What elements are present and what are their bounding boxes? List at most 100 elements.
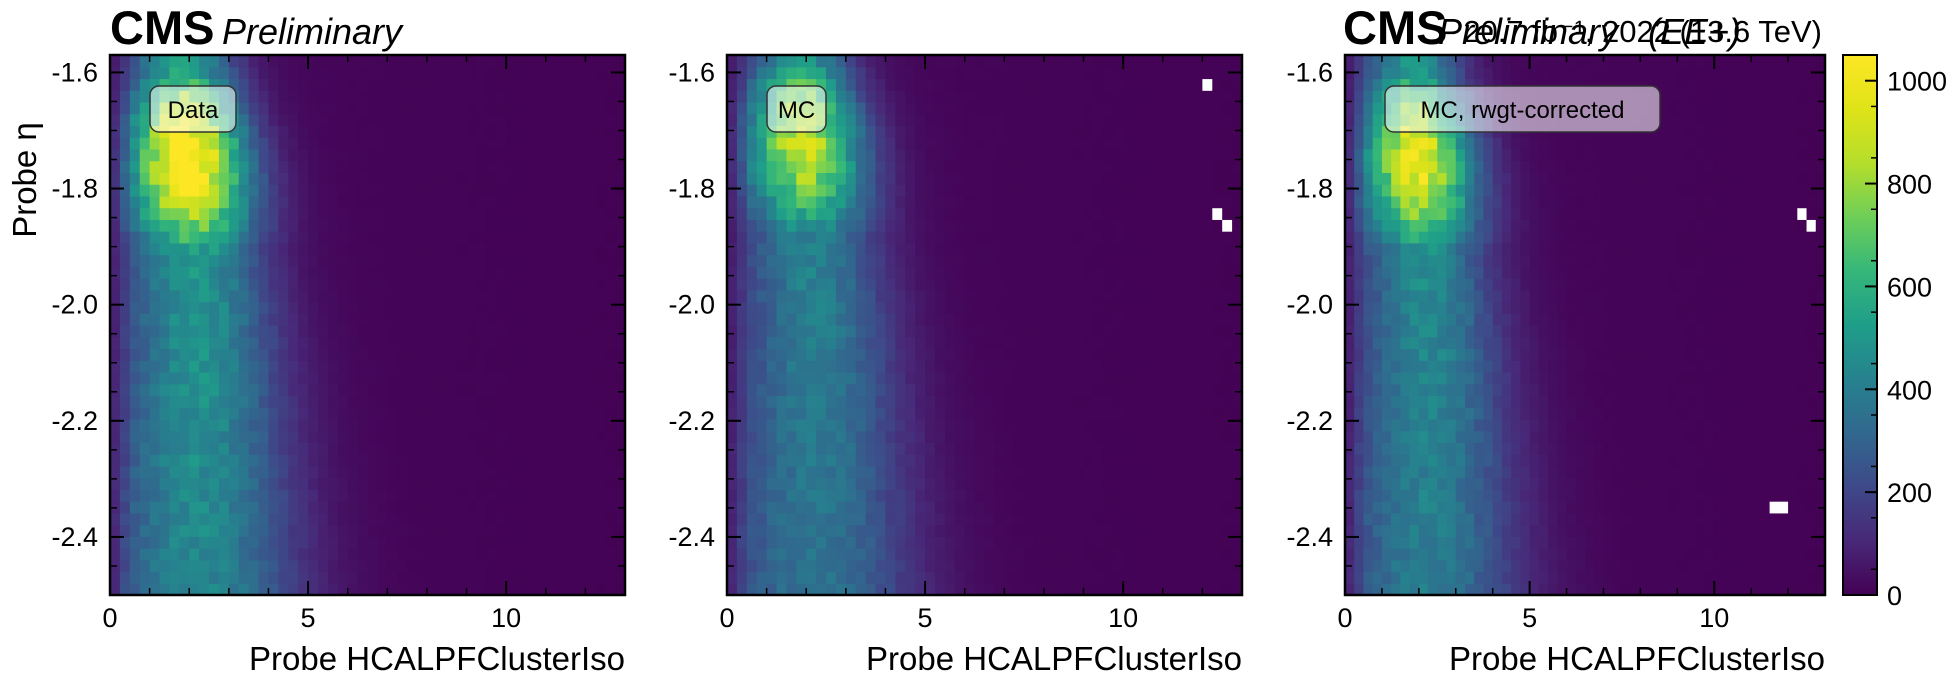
heatmap-cell xyxy=(1345,336,1355,350)
heatmap-cell xyxy=(816,430,827,443)
heatmap-cell xyxy=(466,289,478,303)
y-tick-label: -2.0 xyxy=(668,290,715,320)
heatmap-cell xyxy=(974,231,986,244)
heatmap-cell xyxy=(317,536,329,549)
heatmap-cell xyxy=(1043,360,1055,373)
heatmap-cell xyxy=(905,231,916,244)
heatmap-cell xyxy=(506,55,517,68)
heatmap-cell xyxy=(268,313,279,326)
heatmap-cell xyxy=(347,207,359,220)
heatmap-cell xyxy=(1113,583,1124,596)
heatmap-cell xyxy=(565,336,577,350)
heatmap-cell xyxy=(1172,501,1184,514)
heatmap-cell xyxy=(337,559,349,573)
heatmap-cell xyxy=(915,477,926,490)
heatmap-cell xyxy=(1192,454,1203,467)
heatmap-cell xyxy=(298,172,309,185)
heatmap-cell xyxy=(575,289,586,303)
heatmap-cell xyxy=(736,66,748,80)
x-tick-label: 0 xyxy=(102,603,117,633)
heatmap-cell xyxy=(1024,536,1035,549)
heatmap-cell xyxy=(796,231,807,244)
heatmap-cell xyxy=(337,512,349,526)
heatmap-cell xyxy=(934,559,946,573)
heatmap-cell xyxy=(1113,548,1124,561)
heatmap-cell xyxy=(1123,442,1134,455)
heatmap-cell xyxy=(516,407,527,420)
heatmap-cell xyxy=(555,325,567,338)
heatmap-cell xyxy=(1133,571,1144,584)
heatmap-cell xyxy=(218,313,230,326)
heatmap-cell xyxy=(516,195,527,209)
heatmap-cell xyxy=(885,583,896,596)
heatmap-cell xyxy=(466,254,478,267)
heatmap-cell xyxy=(826,430,837,443)
heatmap-cell xyxy=(1172,207,1184,220)
heatmap-cell xyxy=(944,512,956,526)
heatmap-cell xyxy=(954,454,966,467)
heatmap-cell xyxy=(1103,348,1114,361)
heatmap-cell xyxy=(1182,454,1194,467)
heatmap-cell xyxy=(964,477,976,490)
heatmap-cell xyxy=(944,571,956,584)
heatmap-cell xyxy=(1182,548,1194,561)
heatmap-cell xyxy=(905,90,916,103)
heatmap-cell xyxy=(466,125,478,138)
heatmap-cell xyxy=(298,536,309,549)
heatmap-cell xyxy=(466,524,478,537)
heatmap-cell xyxy=(110,231,121,244)
heatmap-cell xyxy=(525,360,537,373)
heatmap-cell xyxy=(327,137,339,150)
heatmap-cell xyxy=(1202,160,1213,173)
heatmap-cell xyxy=(816,454,827,467)
heatmap-cell xyxy=(1232,571,1243,584)
heatmap-cell xyxy=(407,465,418,479)
heatmap-cell xyxy=(317,90,329,103)
heatmap-cell xyxy=(545,325,557,338)
heatmap-cell xyxy=(915,583,926,596)
heatmap-cell xyxy=(1162,348,1174,361)
heatmap-cell xyxy=(915,501,926,514)
heatmap-cell xyxy=(1073,289,1085,303)
heatmap-cell xyxy=(525,289,537,303)
heatmap-cell xyxy=(436,113,448,127)
heatmap-cell xyxy=(317,383,329,397)
heatmap-cell xyxy=(337,242,349,256)
heatmap-cell xyxy=(149,137,161,150)
heatmap-cell xyxy=(954,418,966,432)
heatmap-cell xyxy=(535,325,547,338)
heatmap-cell xyxy=(308,289,319,303)
heatmap-cell xyxy=(466,172,478,185)
heatmap-cell xyxy=(308,125,319,138)
heatmap-cell xyxy=(149,454,161,467)
heatmap-cell xyxy=(506,489,517,502)
heatmap-cell xyxy=(417,454,428,467)
heatmap-cell xyxy=(925,583,936,596)
heatmap-cell xyxy=(944,137,956,150)
heatmap-cell xyxy=(218,219,230,232)
x-axis-title: Probe HCALPFClusterIso xyxy=(249,640,625,677)
heatmap-cell xyxy=(915,242,926,256)
heatmap-cell xyxy=(1034,90,1045,103)
heatmap-cell xyxy=(954,242,966,256)
heatmap-cell xyxy=(934,430,946,443)
heatmap-cell xyxy=(139,395,151,408)
heatmap-cell xyxy=(238,66,250,80)
heatmap-cell xyxy=(426,125,438,138)
heatmap-cell xyxy=(806,195,817,209)
heatmap-cell xyxy=(895,219,906,232)
heatmap-cell xyxy=(826,278,837,291)
heatmap-cell xyxy=(835,278,847,291)
heatmap-cell xyxy=(298,219,309,232)
heatmap-cell xyxy=(615,78,626,91)
heatmap-cell xyxy=(796,313,807,326)
heatmap-cell xyxy=(298,383,309,397)
heatmap-cell xyxy=(615,383,626,397)
heatmap-cell xyxy=(585,336,596,350)
heatmap-cell xyxy=(816,383,827,397)
heatmap-cell xyxy=(1043,442,1055,455)
heatmap-cell xyxy=(1083,489,1095,502)
heatmap-cell xyxy=(736,301,748,314)
heatmap-cell xyxy=(119,278,131,291)
heatmap-cell xyxy=(516,301,527,314)
